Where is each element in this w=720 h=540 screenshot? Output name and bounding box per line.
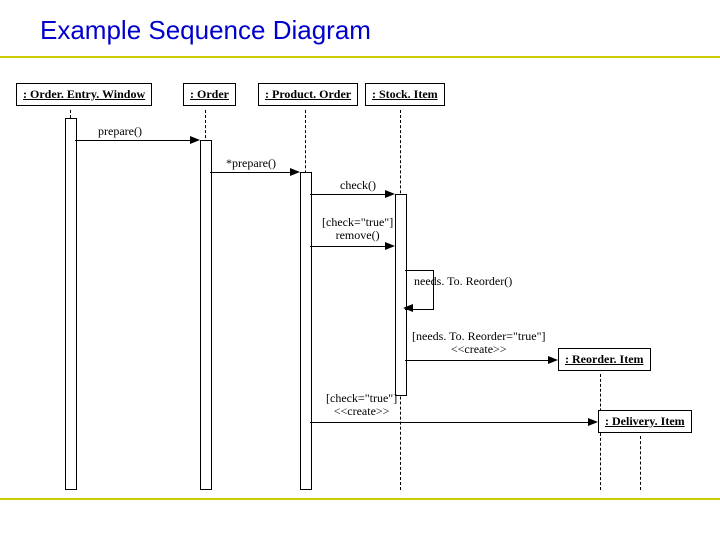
arrow-m-check xyxy=(310,194,387,195)
label-m-check: check() xyxy=(340,178,376,193)
label-m-star-prepare: *prepare() xyxy=(226,156,276,171)
arrow-m-star-prepare xyxy=(210,172,292,173)
arrowhead-m-create-delivery xyxy=(588,418,598,426)
arrow-m-remove xyxy=(310,246,387,247)
label-m-create-delivery: [check="true"]<<create>> xyxy=(326,392,397,418)
lifeline-box-product-order: : Product. Order xyxy=(258,83,358,106)
lifeline-box-order: : Order xyxy=(183,83,236,106)
activation-order xyxy=(200,140,212,490)
activation-order-entry-window xyxy=(65,118,77,490)
activation-product-order xyxy=(300,172,312,490)
arrowhead-m-star-prepare xyxy=(290,168,300,176)
lifeline-box-delivery-item: : Delivery. Item xyxy=(598,410,692,433)
lifeline-box-order-entry-window: : Order. Entry. Window xyxy=(16,83,152,106)
arrow-m-prepare xyxy=(75,140,192,141)
arrowhead-m-prepare xyxy=(190,136,200,144)
lifeline-box-stock-item: : Stock. Item xyxy=(365,83,445,106)
arrow-m-create-delivery xyxy=(310,422,590,423)
sequence-diagram: : Order. Entry. Window : Order : Product. … xyxy=(0,58,720,498)
lifeline-box-reorder-item: : Reorder. Item xyxy=(558,348,651,371)
label-m-needs-reorder: needs. To. Reorder() xyxy=(414,274,512,289)
page-title: Example Sequence Diagram xyxy=(0,0,720,56)
arrowhead-m-check xyxy=(385,190,395,198)
arrowhead-m-create-reorder xyxy=(548,356,558,364)
label-m-remove: [check="true"]remove() xyxy=(322,216,393,242)
divider-bottom xyxy=(0,498,720,500)
label-m-create-reorder: [needs. To. Reorder="true"]<<create>> xyxy=(412,330,545,356)
arrowhead-m-remove xyxy=(385,242,395,250)
label-m-prepare: prepare() xyxy=(98,124,142,139)
selfcall-arrowhead xyxy=(403,304,413,312)
lifeline-delivery-item xyxy=(640,436,641,490)
arrow-m-create-reorder xyxy=(405,360,550,361)
